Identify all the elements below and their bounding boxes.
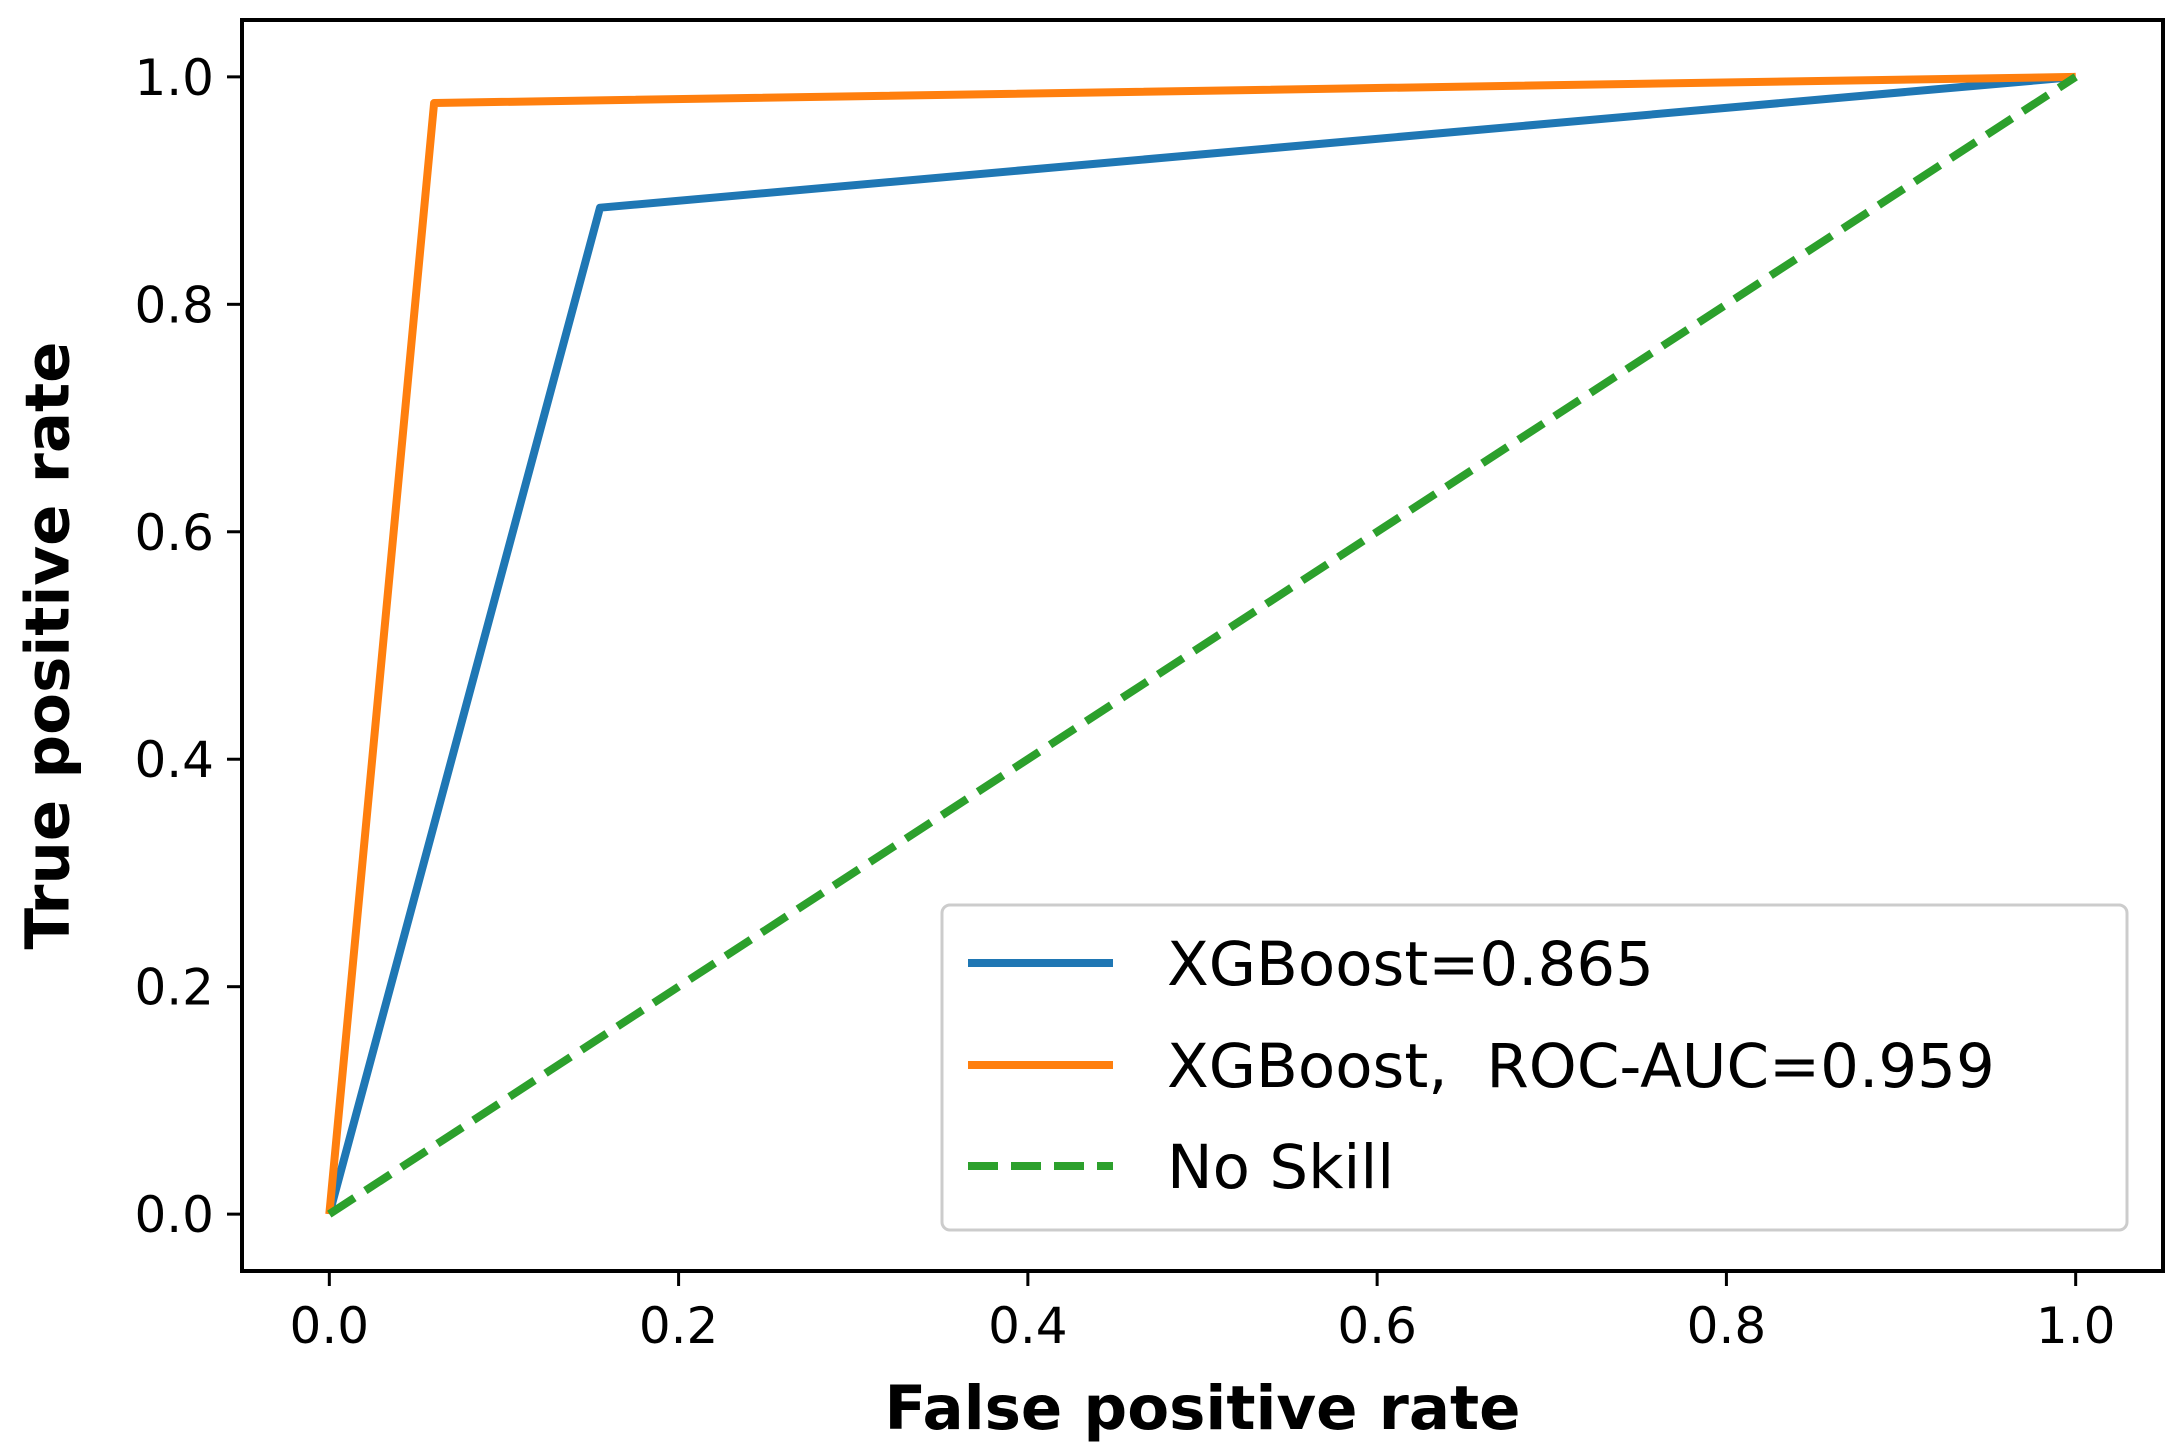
plot-frame (240, 18, 2165, 1273)
y-tick-label: 0.6 (134, 504, 214, 562)
legend-items: XGBoost=0.865 XGBoost, ROC-AUC=0.959 No Sk… (968, 929, 1995, 1203)
y-axis-label: True positive rate (13, 341, 84, 949)
legend-label-3: No Skill (1167, 1132, 1394, 1203)
legend-label-1: XGBoost=0.865 (1167, 929, 1654, 1000)
x-axis-label: False positive rate (884, 1373, 1520, 1444)
x-tick-label: 0.0 (290, 1297, 370, 1355)
series-line-1 (325, 72, 2077, 1216)
y-tick-label: 0.0 (134, 1186, 214, 1244)
x-tick-label: 0.6 (1337, 1297, 1417, 1355)
legend-box (940, 903, 2129, 1232)
y-tick-label: 0.2 (134, 959, 214, 1017)
series-line-3 (327, 73, 2078, 1218)
tick-layer: 0.0 0.2 0.4 0.6 0.8 1.0 0.0 0.2 0.4 0.6 0.8 1.0 (134, 49, 2115, 1355)
legend: XGBoost=0.865 XGBoost, ROC-AUC=0.959 No Sk… (940, 903, 2129, 1232)
series-layer (325, 72, 2078, 1218)
y-tick-label: 0.8 (134, 276, 214, 334)
x-tick-label: 1.0 (2036, 1297, 2116, 1355)
series-line-2 (325, 72, 2076, 1215)
y-tick-label: 1.0 (134, 49, 214, 107)
legend-label-2: XGBoost, ROC-AUC=0.959 (1167, 1031, 1995, 1102)
x-tick-label: 0.8 (1687, 1297, 1767, 1355)
y-tick-label: 0.4 (134, 731, 214, 789)
x-tick-label: 0.4 (988, 1297, 1068, 1355)
x-tick-label: 0.2 (639, 1297, 719, 1355)
